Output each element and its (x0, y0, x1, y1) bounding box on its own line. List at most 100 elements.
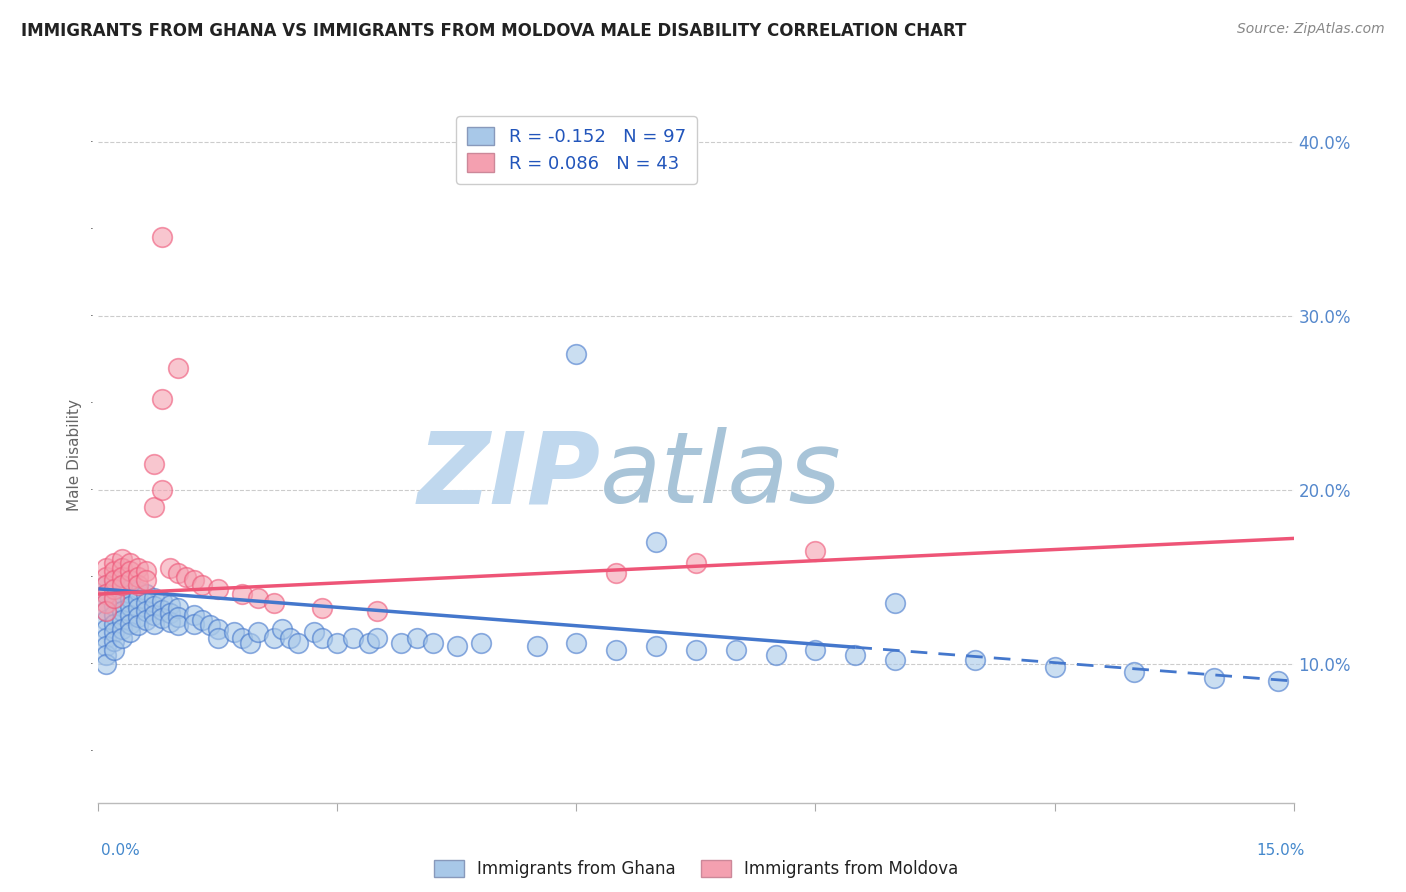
Point (207, 631, 229, 645)
Point (150, 483, 173, 497)
Point (366, 631, 388, 645)
Point (111, 622, 134, 636)
Text: IMMIGRANTS FROM GHANA VS IMMIGRANTS FROM MOLDOVA MALE DISABILITY CORRELATION CHA: IMMIGRANTS FROM GHANA VS IMMIGRANTS FROM… (21, 22, 966, 40)
Point (311, 601, 333, 615)
Point (246, 591, 269, 605)
Point (366, 605, 388, 619)
Point (143, 607, 166, 622)
Point (302, 625, 325, 640)
Point (198, 618, 221, 632)
Point (167, 566, 190, 581)
Point (207, 622, 229, 636)
Point (111, 561, 134, 575)
Point (103, 556, 125, 570)
Point (183, 607, 205, 622)
Point (96, 570, 118, 584)
Point (263, 631, 285, 645)
Point (278, 631, 301, 645)
Point (526, 639, 548, 653)
Point (1202, 671, 1225, 685)
Point (565, 347, 588, 361)
Point (804, 543, 827, 558)
Legend: Immigrants from Ghana, Immigrants from Moldova: Immigrants from Ghana, Immigrants from M… (427, 854, 965, 885)
Point (135, 573, 157, 587)
Point (111, 631, 134, 645)
Point (96, 587, 118, 601)
Point (685, 642, 707, 657)
Point (103, 607, 125, 622)
Point (191, 613, 214, 627)
Point (103, 573, 125, 587)
Point (1043, 660, 1066, 674)
Point (446, 639, 468, 653)
Point (231, 631, 253, 645)
Point (111, 570, 134, 584)
Point (135, 565, 157, 579)
Point (120, 616, 142, 631)
Text: 15.0%: 15.0% (1257, 843, 1305, 858)
Point (120, 607, 142, 622)
Point (884, 596, 907, 610)
Point (96, 578, 118, 592)
Point (167, 618, 190, 632)
Point (287, 636, 309, 650)
Point (96, 639, 118, 653)
Point (724, 642, 747, 657)
Point (103, 582, 125, 596)
Point (120, 582, 142, 596)
Y-axis label: Male Disability: Male Disability (67, 399, 82, 511)
Point (127, 601, 149, 615)
Point (422, 636, 444, 650)
Point (159, 606, 181, 620)
Point (135, 613, 157, 627)
Point (96, 596, 118, 610)
Point (150, 611, 173, 625)
Point (103, 599, 125, 614)
Point (96, 631, 118, 645)
Point (143, 500, 166, 514)
Point (120, 625, 142, 640)
Point (127, 570, 149, 584)
Point (96, 605, 118, 619)
Point (359, 636, 381, 650)
Point (470, 636, 492, 650)
Point (120, 556, 142, 570)
Point (844, 648, 866, 662)
Point (135, 605, 157, 619)
Point (167, 601, 190, 615)
Point (111, 578, 134, 592)
Point (311, 631, 333, 645)
Point (127, 592, 149, 607)
Point (765, 648, 787, 662)
Point (103, 565, 125, 579)
Point (222, 625, 245, 640)
Point (120, 599, 142, 614)
Point (150, 392, 173, 407)
Point (127, 561, 149, 575)
Point (150, 594, 173, 608)
Point (246, 625, 269, 640)
Point (96, 587, 118, 601)
Point (96, 622, 118, 636)
Point (342, 631, 364, 645)
Point (1267, 674, 1289, 689)
Point (884, 653, 907, 667)
Point (183, 616, 205, 631)
Point (183, 573, 205, 587)
Point (120, 565, 142, 579)
Point (159, 598, 181, 612)
Point (103, 642, 125, 657)
Point (231, 587, 253, 601)
Point (159, 615, 181, 629)
Point (270, 622, 292, 636)
Point (96, 605, 118, 619)
Point (103, 582, 125, 596)
Point (96, 596, 118, 610)
Point (103, 591, 125, 605)
Point (111, 578, 134, 592)
Point (150, 230, 173, 244)
Point (143, 616, 166, 631)
Point (96, 578, 118, 592)
Point (406, 631, 429, 645)
Point (111, 552, 134, 566)
